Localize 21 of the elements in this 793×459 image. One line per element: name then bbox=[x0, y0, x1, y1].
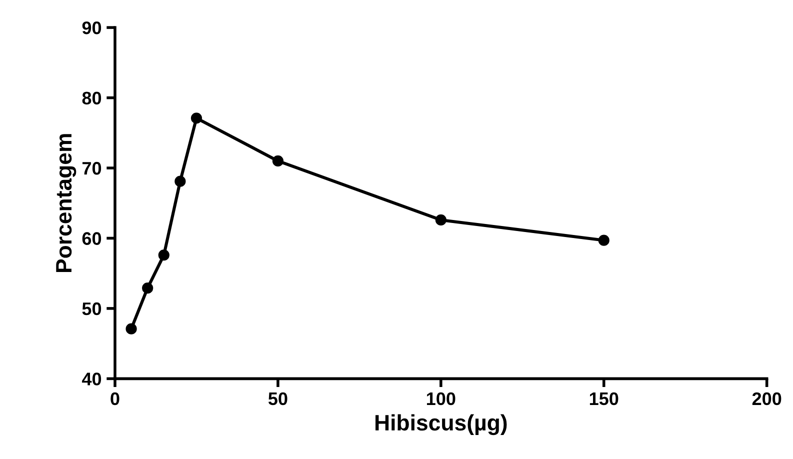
point bbox=[598, 234, 610, 246]
y-axis-title: Porcentagem bbox=[56, 134, 76, 272]
point bbox=[142, 282, 154, 294]
x-tick-label: 150 bbox=[590, 392, 618, 406]
x-tick-label: 100 bbox=[426, 392, 456, 406]
point bbox=[174, 176, 186, 187]
point bbox=[158, 250, 170, 261]
y-tick-label: 80 bbox=[82, 92, 102, 104]
point bbox=[126, 323, 137, 334]
x-tick-label: 0 bbox=[110, 392, 120, 406]
x-axis-title: Hibiscus(µg) bbox=[376, 414, 507, 436]
y-tick-label: 90 bbox=[82, 21, 102, 34]
x-tick-label: 200 bbox=[752, 392, 782, 406]
y-tick-label: 40 bbox=[82, 372, 102, 386]
point bbox=[435, 214, 446, 226]
y-tick-label: 50 bbox=[82, 302, 102, 316]
point bbox=[272, 155, 284, 167]
x-tick-label: 50 bbox=[268, 392, 288, 406]
y-tick-label: 70 bbox=[82, 162, 102, 175]
point bbox=[190, 112, 202, 124]
y-tick-label: 60 bbox=[82, 232, 102, 245]
